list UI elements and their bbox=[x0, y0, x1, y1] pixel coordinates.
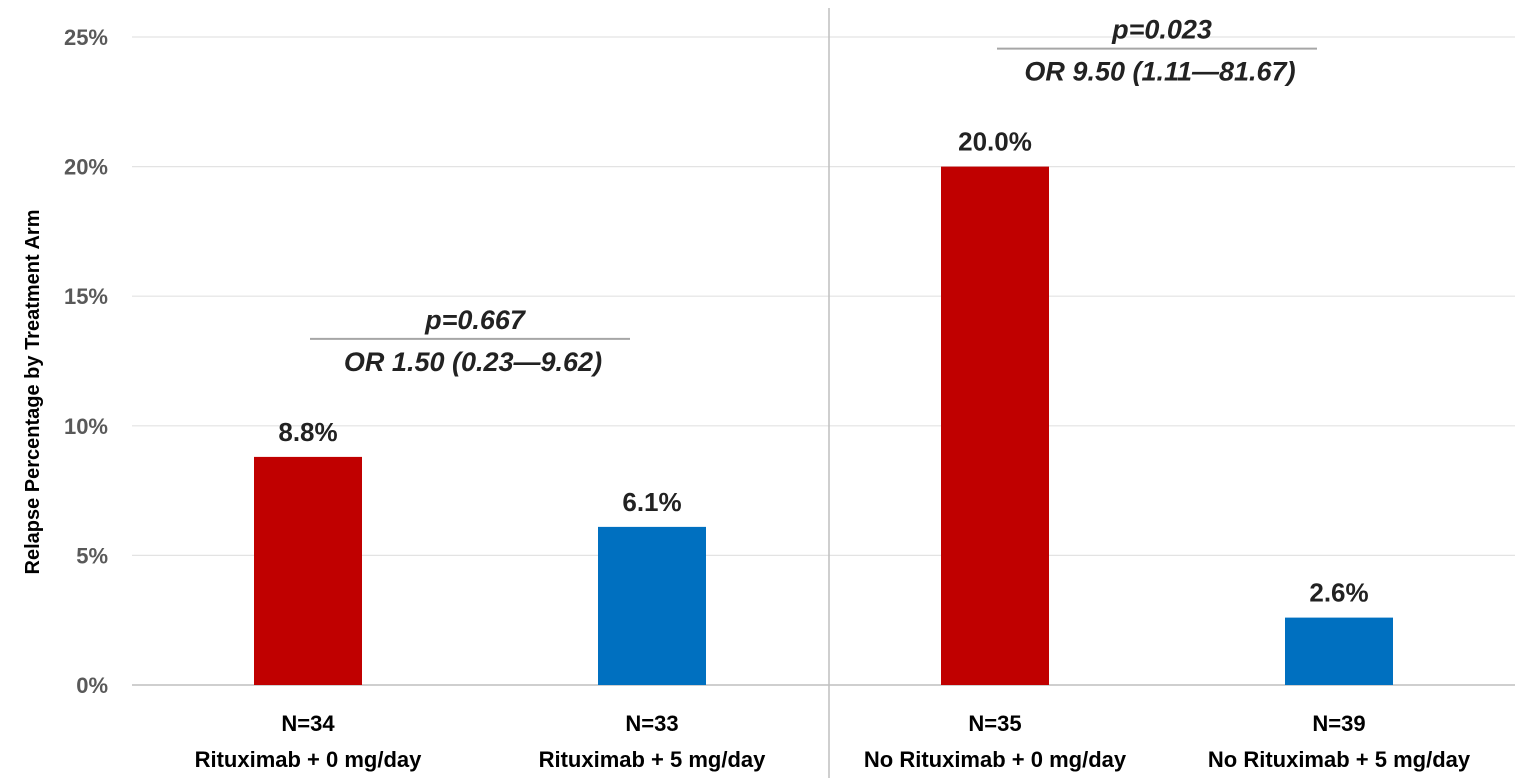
y-tick-label: 20% bbox=[64, 155, 108, 180]
x-category-label: Rituximab + 5 mg/day bbox=[539, 747, 767, 772]
bar bbox=[598, 526, 706, 685]
data-label: 20.0% bbox=[958, 127, 1032, 157]
y-axis-ticks: 0% 5% 10% 15% 20% 25% bbox=[64, 25, 108, 698]
y-tick-label: 15% bbox=[64, 284, 108, 309]
y-tick-label: 5% bbox=[76, 543, 108, 568]
x-category-n: N=33 bbox=[625, 711, 678, 736]
x-category-n: N=39 bbox=[1312, 711, 1365, 736]
p-value-label: p=0.023 bbox=[1111, 15, 1212, 45]
bar bbox=[254, 456, 362, 685]
p-value-label: p=0.667 bbox=[424, 305, 527, 335]
bars bbox=[254, 166, 1393, 686]
significance-annotations: p=0.667 OR 1.50 (0.23—9.62) p=0.023 OR 9.50… bbox=[310, 15, 1317, 377]
data-label: 2.6% bbox=[1309, 578, 1368, 608]
y-axis-title: Relapse Percentage by Treatment Arm bbox=[22, 210, 44, 575]
x-category-n: N=34 bbox=[281, 711, 335, 736]
data-label: 8.8% bbox=[278, 417, 337, 447]
x-axis-categories: N=34 Rituximab + 0 mg/day N=33 Rituximab + … bbox=[195, 711, 1471, 772]
gridlines bbox=[132, 36, 1515, 686]
odds-ratio-label: OR 1.50 (0.23—9.62) bbox=[344, 347, 602, 377]
odds-ratio-label: OR 9.50 (1.11—81.67) bbox=[1024, 57, 1295, 87]
data-label: 6.1% bbox=[622, 487, 681, 517]
bar bbox=[941, 166, 1049, 686]
x-category-label: No Rituximab + 5 mg/day bbox=[1208, 747, 1471, 772]
data-labels: 8.8% 6.1% 20.0% 2.6% bbox=[278, 127, 1368, 608]
y-tick-label: 0% bbox=[76, 673, 108, 698]
x-category-label: No Rituximab + 0 mg/day bbox=[864, 747, 1127, 772]
x-category-n: N=35 bbox=[968, 711, 1021, 736]
y-tick-label: 10% bbox=[64, 414, 108, 439]
x-category-label: Rituximab + 0 mg/day bbox=[195, 747, 423, 772]
y-tick-label: 25% bbox=[64, 25, 108, 50]
bar bbox=[1285, 617, 1393, 685]
